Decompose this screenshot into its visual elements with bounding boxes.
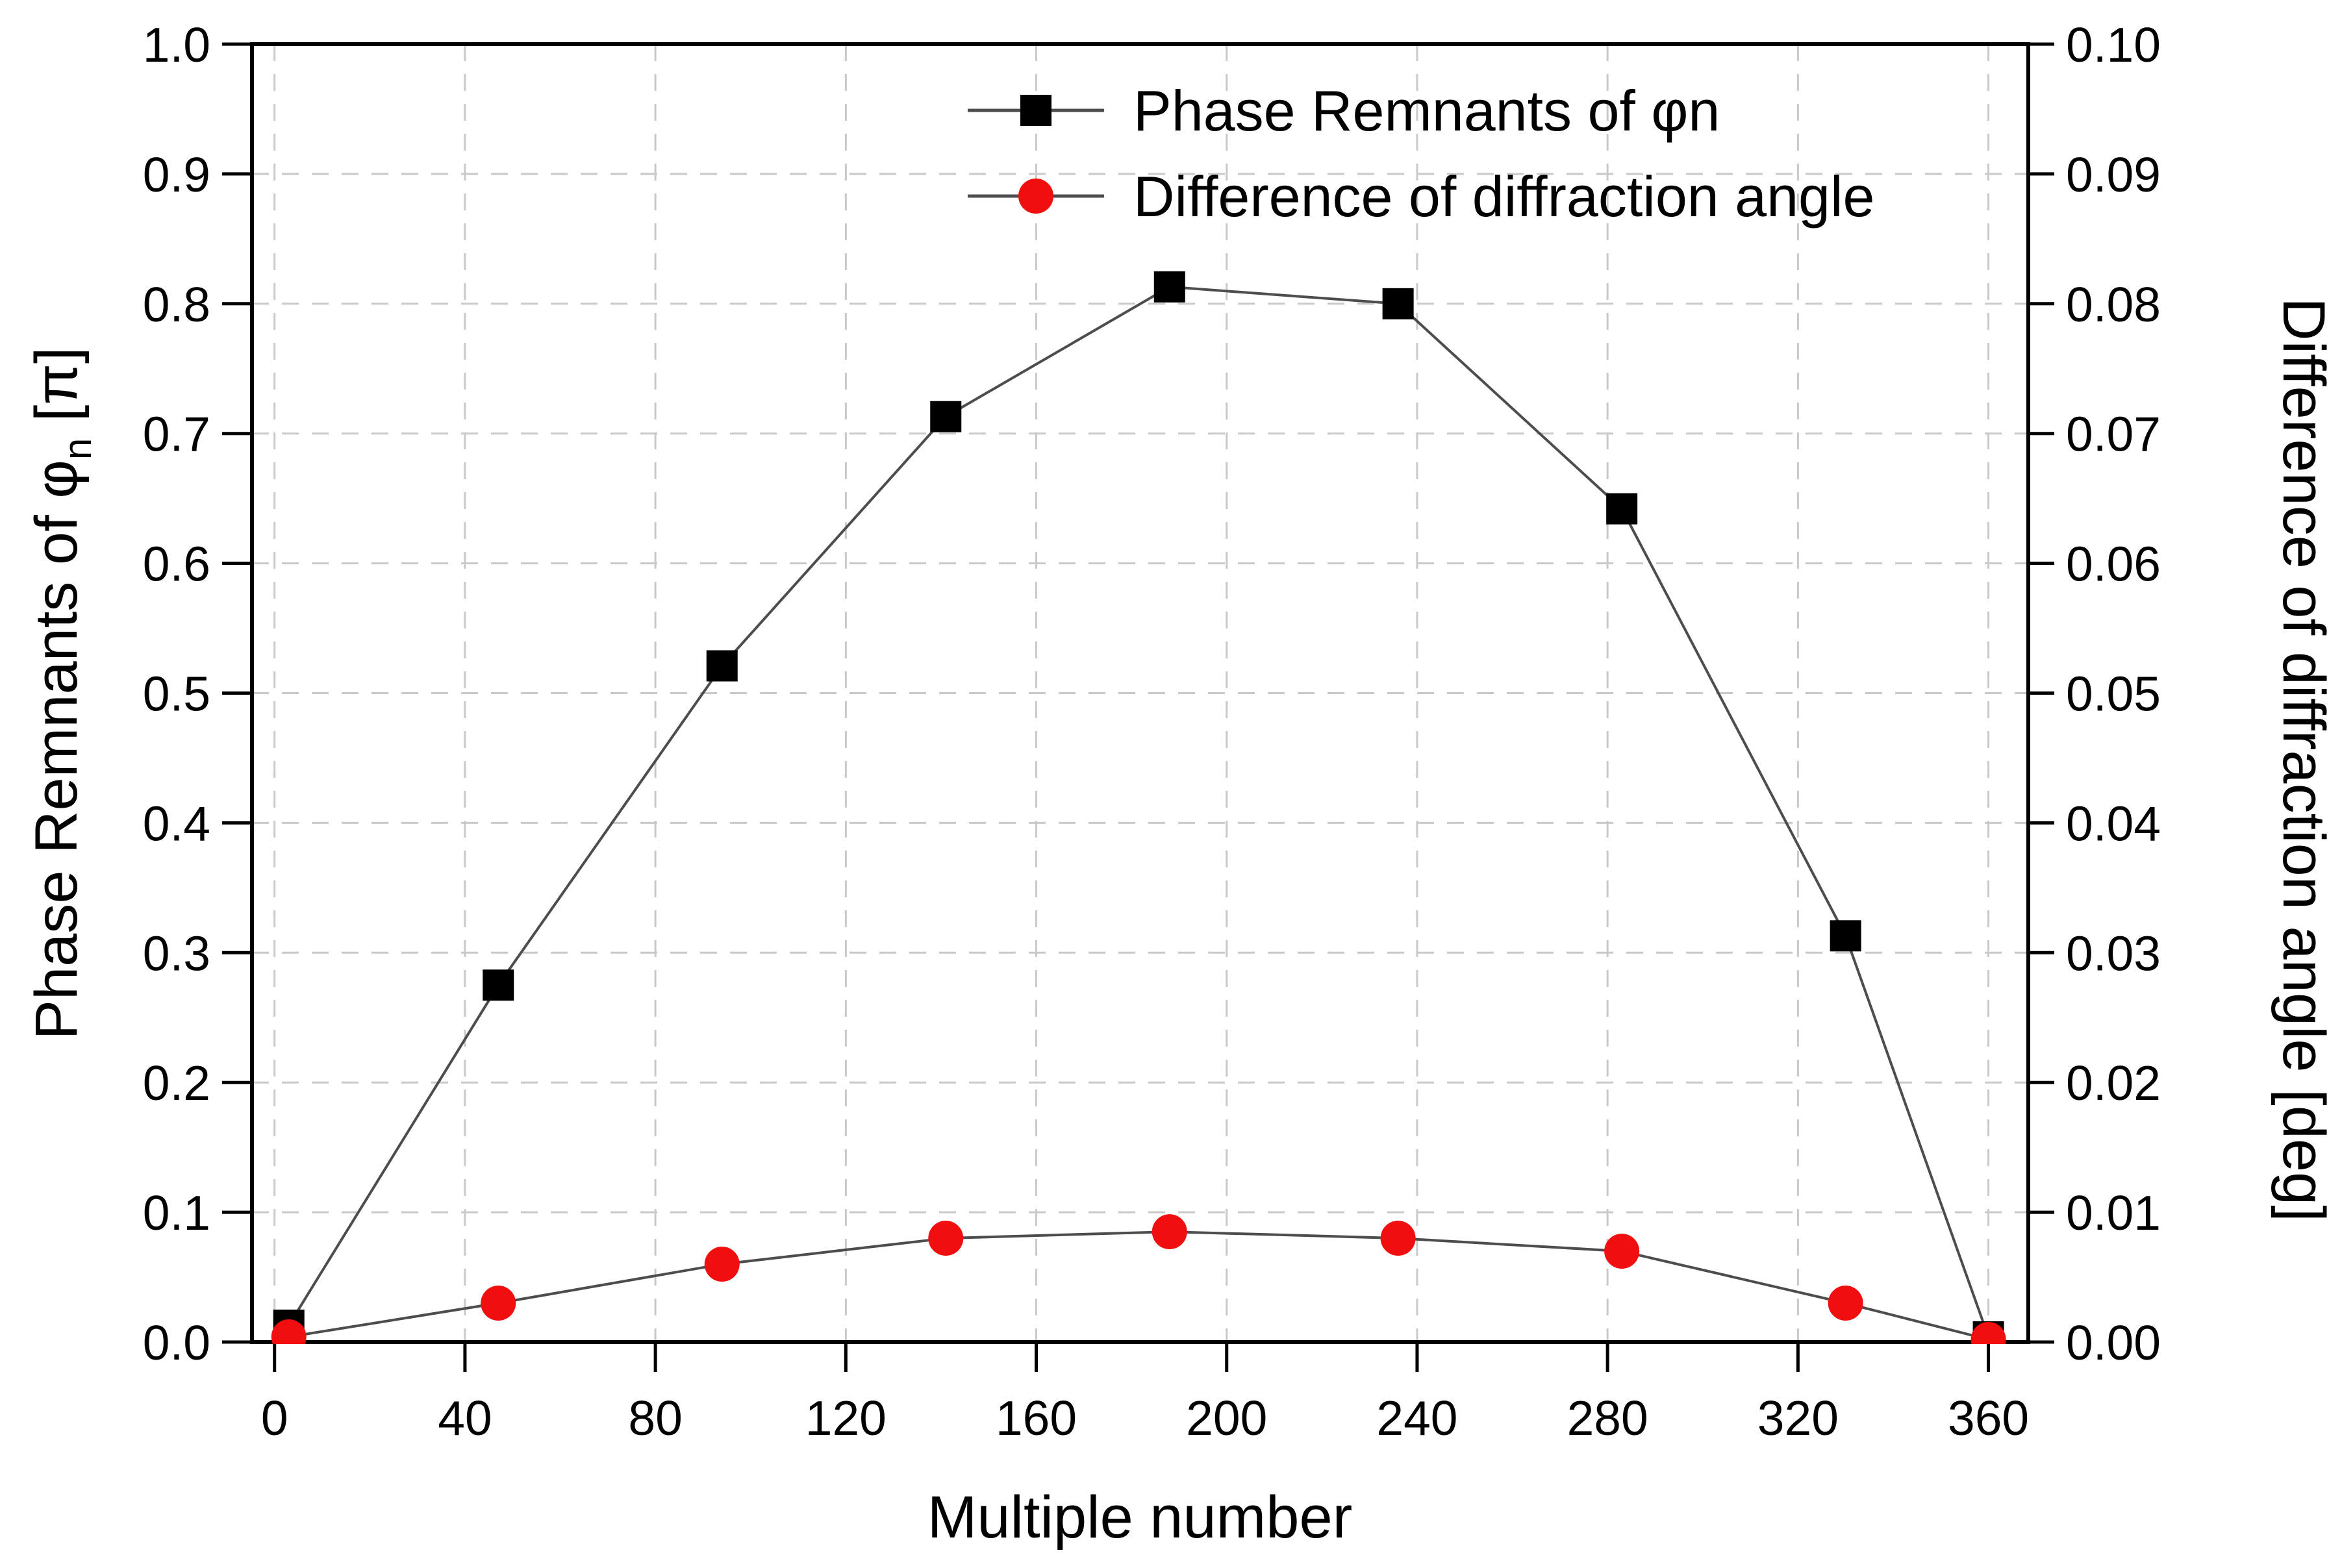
y-right-tick-label: 0.08	[2066, 277, 2161, 332]
data-point-square	[1606, 493, 1638, 525]
data-point-square	[483, 969, 514, 1001]
x-axis-tick-label: 360	[1948, 1391, 2029, 1445]
y-right-tick-label: 0.10	[2066, 18, 2161, 72]
x-axis-tick-label: 280	[1567, 1391, 1648, 1445]
y-left-tick-label: 0.5	[143, 667, 210, 721]
y-right-axis-title: Difference of diffraction angle [deg]	[2271, 297, 2329, 1222]
data-point-circle	[928, 1221, 964, 1256]
data-point-circle	[1828, 1286, 1863, 1321]
x-axis-title: Multiple number	[927, 1484, 1353, 1550]
x-axis-tick-label: 160	[996, 1391, 1077, 1445]
legend-entry-phase-remnants: Phase Remnants of φn	[968, 79, 1720, 143]
y-right-tick-label: 0.00	[2066, 1315, 2161, 1370]
x-axis-tick-label: 240	[1376, 1391, 1457, 1445]
data-point-circle	[1970, 1322, 2006, 1344]
y-left-axis-title: Phase Remnants of φn [π]	[23, 347, 99, 1040]
y-left-tick-label: 0.0	[143, 1315, 210, 1370]
data-point-square	[1153, 271, 1185, 303]
series-line-0	[287, 285, 1990, 1338]
x-axis-tick-label: 40	[438, 1391, 492, 1445]
data-point-circle	[1380, 1221, 1416, 1256]
y-left-tick-label: 1.0	[143, 18, 210, 72]
legend-circle-marker	[1018, 179, 1053, 214]
y-left-tick-label: 0.6	[143, 537, 210, 591]
series-line-1	[288, 1230, 1989, 1341]
y-right-tick-label: 0.03	[2066, 926, 2161, 980]
data-point-circle	[704, 1247, 740, 1282]
y-right-tick-label: 0.09	[2066, 147, 2161, 202]
y-left-tick-label: 0.1	[143, 1186, 210, 1240]
y-right-tick-label: 0.06	[2066, 537, 2161, 591]
data-point-circle	[1152, 1214, 1187, 1250]
legend-entry-diffraction-angle: Difference of diffraction angle	[968, 164, 1874, 229]
x-axis-tick-label: 320	[1757, 1391, 1839, 1445]
data-point-square	[706, 650, 738, 682]
data-point-square	[930, 401, 962, 432]
x-axis-tick-label: 200	[1186, 1391, 1267, 1445]
data-point-circle	[271, 1319, 307, 1344]
y-left-tick-label: 0.4	[143, 796, 210, 851]
legend-label-0: Phase Remnants of φn	[1133, 79, 1720, 143]
x-axis-tick-label: 80	[628, 1391, 682, 1445]
y-left-tick-label: 0.9	[143, 147, 210, 202]
y-right-tick-label: 0.05	[2066, 667, 2161, 721]
data-point-circle	[1604, 1234, 1640, 1269]
y-right-tick-label: 0.04	[2066, 796, 2161, 851]
y-left-tick-label: 0.7	[143, 407, 210, 462]
gridlines	[252, 44, 2028, 1342]
data-point-square	[1830, 920, 1861, 952]
axis-ticks: 0 40 80 120 160 200 240 280 320 360 0.0 0.1 0.2 0.3 0.…	[143, 18, 2161, 1445]
data-point-square	[1382, 288, 1414, 319]
y-right-tick-label: 0.02	[2066, 1056, 2161, 1110]
legend: Phase Remnants of φn Difference of diffr…	[968, 79, 1874, 229]
y-left-tick-label: 0.8	[143, 277, 210, 332]
data-series	[271, 271, 2006, 1344]
data-point-circle	[481, 1286, 516, 1321]
x-axis-tick-label: 0	[261, 1391, 288, 1445]
x-axis-tick-label: 120	[805, 1391, 887, 1445]
y-left-tick-label: 0.2	[143, 1056, 210, 1110]
legend-label-1: Difference of diffraction angle	[1133, 164, 1874, 229]
y-left-tick-label: 0.3	[143, 926, 210, 980]
legend-square-marker	[1020, 95, 1051, 126]
y-right-tick-label: 0.07	[2066, 407, 2161, 462]
y-right-tick-label: 0.01	[2066, 1186, 2161, 1240]
